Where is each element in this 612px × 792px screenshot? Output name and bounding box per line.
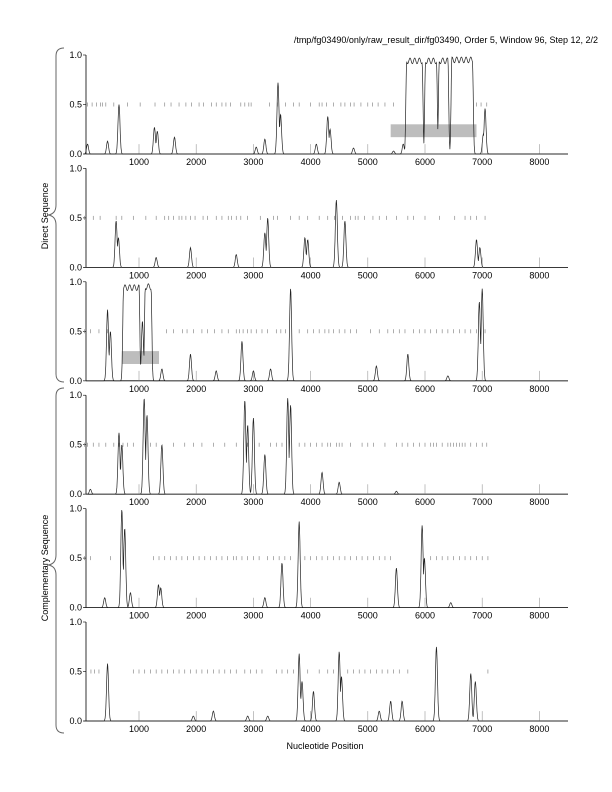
x-tick-label: 7000 [472, 384, 492, 394]
x-tick-label: 6000 [415, 270, 435, 280]
x-tick-label: 1000 [129, 157, 149, 167]
x-tick-label: 6000 [415, 384, 435, 394]
x-tick-label: 2000 [186, 270, 206, 280]
x-tick-label: 8000 [529, 724, 549, 734]
x-tick-label: 5000 [358, 270, 378, 280]
x-tick-label: 5000 [358, 611, 378, 621]
y-tick-label: 1.0 [69, 617, 82, 627]
y-tick-label: 0.5 [69, 667, 82, 677]
y-tick-label: 0.0 [69, 603, 82, 613]
x-tick-label: 4000 [301, 384, 321, 394]
x-tick-label: 7000 [472, 270, 492, 280]
chart-title: /tmp/fg03490/only/raw_result_dir/fg03490… [294, 35, 598, 45]
panel-complementary-frame-3: 0.0 0.5 1.0 1000 2000 3000 4000 5000 6000 7000 800… [69, 617, 568, 734]
x-tick-label: 5000 [358, 497, 378, 507]
x-tick-label: 3000 [243, 157, 263, 167]
coding-potential-line [83, 56, 568, 155]
x-tick-label: 7000 [472, 497, 492, 507]
x-tick-label: 8000 [529, 384, 549, 394]
y-tick-label: 0.5 [69, 553, 82, 563]
y-tick-label: 0.5 [69, 326, 82, 336]
group-label-complementary: Complementary Sequence [40, 515, 50, 622]
y-tick-label: 1.0 [69, 163, 82, 173]
x-tick-label: 6000 [415, 157, 435, 167]
coding-potential-line [83, 646, 568, 722]
y-tick-label: 0.0 [69, 262, 82, 272]
x-tick-label: 3000 [243, 611, 263, 621]
x-tick-label: 4000 [301, 611, 321, 621]
y-tick-label: 0.5 [69, 440, 82, 450]
orf-box [390, 124, 477, 138]
y-tick-label: 1.0 [69, 390, 82, 400]
x-tick-label: 5000 [358, 724, 378, 734]
panel-complementary-frame-2: 0.0 0.5 1.0 1000 2000 3000 4000 5000 6000 7000 800… [69, 504, 568, 621]
panel-complementary-frame-1: 0.0 0.5 1.0 1000 2000 3000 4000 5000 6000 7000 800… [69, 390, 568, 507]
x-tick-label: 5000 [358, 384, 378, 394]
y-tick-label: 0.0 [69, 376, 82, 386]
x-tick-label: 1000 [129, 724, 149, 734]
y-tick-label: 1.0 [69, 277, 82, 287]
x-tick-label: 7000 [472, 724, 492, 734]
x-tick-label: 3000 [243, 384, 263, 394]
y-tick-label: 1.0 [69, 50, 82, 60]
x-tick-label: 1000 [129, 611, 149, 621]
x-tick-label: 8000 [529, 611, 549, 621]
y-tick-label: 0.0 [69, 716, 82, 726]
coding-potential-line [83, 200, 568, 268]
x-tick-label: 7000 [472, 157, 492, 167]
x-tick-label: 7000 [472, 611, 492, 621]
panel-direct-frame-1: 0.0 0.5 1.0 1000 2000 3000 4000 5000 6000 7000 800… [69, 50, 568, 167]
y-tick-label: 0.5 [69, 213, 82, 223]
direct-brace [47, 47, 65, 383]
coding-potential-line [83, 283, 568, 382]
coding-potential-line [83, 398, 568, 495]
x-tick-label: 1000 [129, 384, 149, 394]
x-axis-label: Nucleotide Position [286, 741, 363, 751]
x-tick-label: 2000 [186, 611, 206, 621]
x-tick-label: 8000 [529, 270, 549, 280]
x-tick-label: 4000 [301, 497, 321, 507]
panel-direct-frame-3: 0.0 0.5 1.0 1000 2000 3000 4000 5000 6000 7000 800… [69, 277, 568, 394]
x-tick-label: 1000 [129, 497, 149, 507]
panel-direct-frame-2: 0.0 0.5 1.0 1000 2000 3000 4000 5000 6000 7000 800… [69, 163, 568, 280]
y-tick-label: 0.0 [69, 489, 82, 499]
coding-potential-line [83, 510, 568, 608]
x-tick-label: 6000 [415, 611, 435, 621]
x-tick-label: 6000 [415, 497, 435, 507]
x-tick-label: 2000 [186, 384, 206, 394]
y-tick-label: 0.5 [69, 100, 82, 110]
x-tick-label: 8000 [529, 497, 549, 507]
x-tick-label: 4000 [301, 724, 321, 734]
x-tick-label: 3000 [243, 270, 263, 280]
x-tick-label: 2000 [186, 497, 206, 507]
x-tick-label: 4000 [301, 157, 321, 167]
y-tick-label: 0.0 [69, 149, 82, 159]
x-tick-label: 6000 [415, 724, 435, 734]
x-tick-label: 3000 [243, 724, 263, 734]
x-tick-label: 2000 [186, 157, 206, 167]
x-tick-label: 4000 [301, 270, 321, 280]
x-tick-label: 3000 [243, 497, 263, 507]
group-label-direct: Direct Sequence [40, 183, 50, 250]
y-tick-label: 1.0 [69, 504, 82, 514]
x-tick-label: 1000 [129, 270, 149, 280]
complementary-brace [47, 387, 65, 734]
x-tick-label: 5000 [358, 157, 378, 167]
x-tick-label: 2000 [186, 724, 206, 734]
x-tick-label: 8000 [529, 157, 549, 167]
